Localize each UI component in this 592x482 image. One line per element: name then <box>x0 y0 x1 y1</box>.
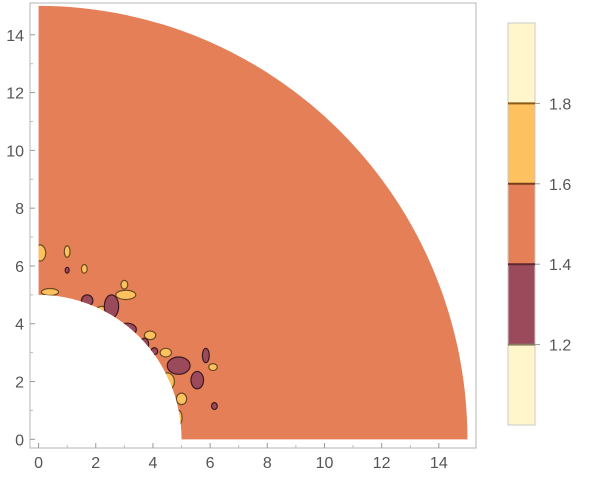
y-tick-label: 4 <box>15 317 24 334</box>
x-tick-label: 6 <box>206 455 215 472</box>
contour-island-high <box>175 392 188 406</box>
y-tick-label: 0 <box>15 432 24 449</box>
colorbar-tick-label: 1.4 <box>549 257 571 274</box>
contour-island-low <box>210 402 218 411</box>
contour-island-low <box>166 356 191 375</box>
y-tick-label: 2 <box>15 375 24 392</box>
contour-island-high <box>40 287 60 297</box>
contour-island-high <box>80 263 88 274</box>
y-tick-label: 6 <box>15 259 24 276</box>
contour-island-high <box>38 244 47 262</box>
colorbar-band <box>508 23 535 104</box>
x-axis: 0 2 4 6 8 10 12 14 <box>34 443 448 472</box>
colorbar-tick-label: 1.6 <box>549 177 571 194</box>
x-tick-label: 2 <box>91 455 100 472</box>
y-tick-label: 8 <box>15 201 24 218</box>
contour-island-high <box>174 409 183 426</box>
y-axis: 0 2 4 6 8 10 12 14 <box>6 28 35 449</box>
colorbar-tick-label: 1.8 <box>549 96 571 113</box>
contour-island-low <box>139 337 150 351</box>
contour-island-low <box>64 266 70 274</box>
contour-island-high <box>115 289 137 301</box>
contour-island-low <box>190 370 205 390</box>
x-tick-label: 10 <box>316 455 334 472</box>
plot-region <box>38 5 468 440</box>
contour-island-high <box>208 363 218 372</box>
y-tick-label: 14 <box>6 28 24 45</box>
x-tick-label: 8 <box>263 455 272 472</box>
contour-island-high <box>143 330 157 341</box>
colorbar-border <box>507 22 536 426</box>
plot-border <box>29 2 477 449</box>
y-tick-label: 10 <box>6 143 24 160</box>
contour-island-low <box>117 322 137 337</box>
contour-island-high <box>63 245 71 258</box>
colorbar-band <box>508 183 535 265</box>
contour-field <box>38 5 468 440</box>
contour-island-high <box>159 372 175 391</box>
colorbar-band <box>508 344 535 425</box>
contour-island-high <box>120 279 129 290</box>
x-tick-label: 14 <box>430 455 448 472</box>
contour-island-low <box>80 294 94 308</box>
contour-island-low <box>201 347 210 364</box>
colorbar: 1.2 1.4 1.6 1.8 <box>507 22 571 426</box>
y-tick-label: 12 <box>6 86 24 103</box>
colorbar-band <box>508 103 535 184</box>
contour-island-high <box>159 347 173 358</box>
contour-island-low <box>103 294 120 319</box>
colorbar-band <box>508 264 535 345</box>
x-tick-label: 0 <box>34 455 43 472</box>
plot-frame <box>29 2 477 449</box>
x-tick-label: 4 <box>148 455 157 472</box>
x-tick-label: 12 <box>373 455 391 472</box>
colorbar-tick-label: 1.2 <box>549 338 571 355</box>
contour-island-low <box>150 347 159 356</box>
